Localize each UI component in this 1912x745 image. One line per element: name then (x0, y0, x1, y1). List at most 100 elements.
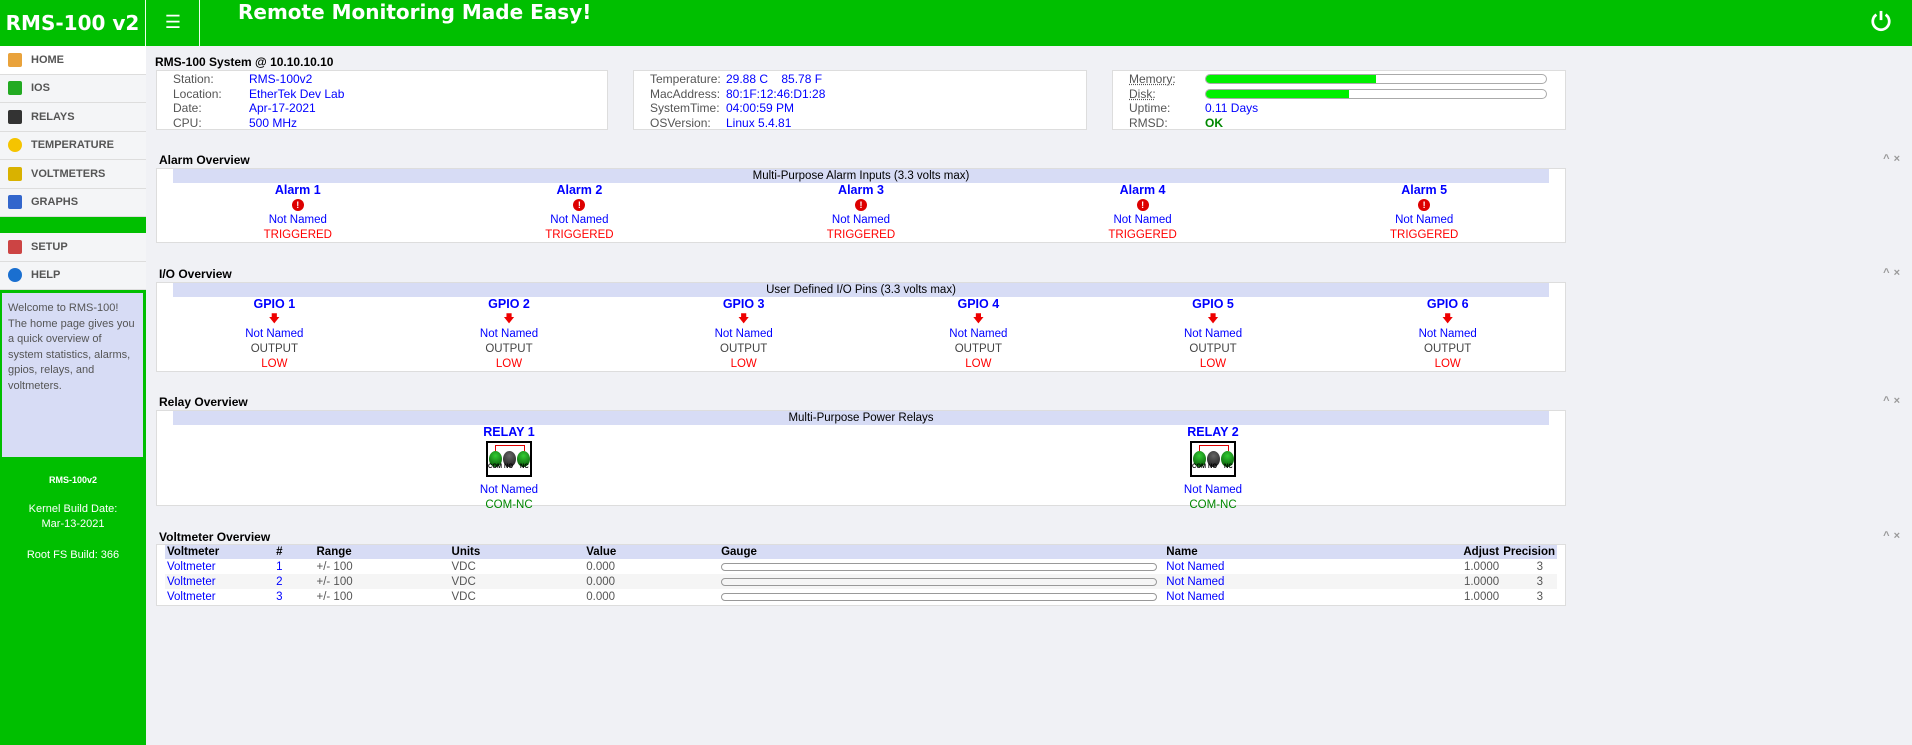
gpio-label: Not Named (479, 328, 539, 340)
voltmeter-link[interactable]: Voltmeter (167, 575, 216, 588)
welcome-text: Welcome to RMS-100! The home page gives … (0, 293, 143, 457)
alarm-name[interactable]: Alarm 2 (556, 183, 603, 197)
voltmeter-number[interactable]: 3 (276, 590, 283, 603)
sidebar-item-voltmeters[interactable]: VOLTMETERS (0, 160, 146, 189)
relay-diagram-icon: COM NO NC (1190, 441, 1236, 477)
sidebar-item-label: GRAPHS (31, 196, 79, 209)
voltmeter-panel-controls[interactable]: ^× (1883, 530, 1904, 542)
alarm-item[interactable]: Alarm 2! Not Named TRIGGERED (439, 183, 721, 243)
precision: 3 (1536, 590, 1543, 603)
gpio-item[interactable]: GPIO 2 🡇 Not Named OUTPUT LOW (392, 297, 627, 372)
relay-item[interactable]: RELAY 2 COM NO NC Not Named COM-NC (861, 425, 1565, 513)
rmsd-value: OK (1205, 115, 1223, 130)
arrows-icon (8, 81, 22, 96)
power-icon[interactable] (1870, 10, 1892, 32)
gpio-name[interactable]: GPIO 2 (488, 297, 530, 311)
gpio-name[interactable]: GPIO 6 (1426, 297, 1469, 311)
relay-name[interactable]: RELAY 1 (483, 425, 535, 439)
uptime-label: Uptime: (1129, 101, 1171, 115)
gpio-name[interactable]: GPIO 1 (253, 297, 296, 311)
voltmeter-link[interactable]: Voltmeter (167, 590, 216, 603)
alarm-triggered-icon: ! (1136, 199, 1149, 211)
sidebar-item-label: HOME (31, 53, 64, 66)
io-band: User Defined I/O Pins (3.3 volts max) (173, 283, 1549, 297)
alarm-item[interactable]: Alarm 5! Not Named TRIGGERED (1283, 183, 1565, 243)
chart-icon (8, 195, 22, 210)
io-panel-controls[interactable]: ^× (1883, 267, 1904, 279)
system-status-box: Temperature: 29.88 C 85.78 F MacAddress: 80… (633, 70, 1087, 130)
info-value: Linux 5.4.81 (726, 115, 792, 130)
gpio-label: Not Named (949, 328, 1008, 340)
gpio-item[interactable]: GPIO 4 🡇 Not Named OUTPUT LOW (861, 297, 1096, 372)
sidebar-item-relays[interactable]: RELAYS (0, 103, 146, 132)
gpio-item[interactable]: GPIO 1 🡇 Not Named OUTPUT LOW (157, 297, 392, 372)
arrow-down-icon: 🡇 (972, 313, 984, 325)
voltmeter-number[interactable]: 1 (276, 560, 283, 573)
gpio-label: Not Named (714, 328, 773, 340)
gpio-name[interactable]: GPIO 5 (1192, 297, 1234, 311)
value: 0.000 (586, 590, 616, 603)
voltmeter-table: Voltmeter # Range Units Value Gauge Name Adjust… (165, 545, 1557, 604)
alarm-name[interactable]: Alarm 3 (838, 183, 884, 197)
info-value: 29.88 C 85.78 F (726, 72, 823, 86)
relay-band: Multi-Purpose Power Relays (173, 411, 1549, 425)
gpio-item[interactable]: GPIO 6 🡇 Not Named OUTPUT LOW (1330, 297, 1565, 372)
relay-panel: Multi-Purpose Power Relays RELAY 1 COM NO N… (156, 410, 1566, 511)
gpio-state: LOW (1199, 358, 1227, 370)
alarm-state: TRIGGERED (826, 229, 896, 241)
units: VDC (451, 575, 476, 588)
sidebar: HOME IOS RELAYS TEMPERATURE VOLTMETERS GRAPHS… (0, 46, 146, 745)
relay-item[interactable]: RELAY 1 COM NO NC Not Named COM-NC (157, 425, 861, 513)
alarm-name[interactable]: Alarm 5 (1401, 183, 1448, 197)
gpio-state: LOW (965, 358, 992, 370)
alarm-panel-controls[interactable]: ^× (1883, 153, 1904, 165)
alarm-name[interactable]: Alarm 1 (274, 183, 321, 197)
alarm-item[interactable]: Alarm 4! Not Named TRIGGERED (1002, 183, 1284, 243)
sidebar-item-home[interactable]: HOME (0, 46, 146, 75)
alarm-item[interactable]: Alarm 3! Not Named TRIGGERED (720, 183, 1002, 243)
gauge (719, 589, 1164, 604)
system-title: RMS-100 System @ 10.10.10.10 (155, 55, 334, 69)
alarm-label: Not Named (550, 214, 609, 226)
gpio-name[interactable]: GPIO 3 (722, 297, 765, 311)
voltmeter-link[interactable]: Voltmeter (167, 560, 216, 573)
sidebar-item-temperature[interactable]: TEMPERATURE (0, 131, 146, 160)
voltmeter-name[interactable]: Not Named (1166, 575, 1225, 588)
alarm-name[interactable]: Alarm 4 (1119, 183, 1166, 197)
sidebar-item-label: IOS (31, 82, 50, 95)
info-label: OSVersion: (650, 115, 711, 130)
info-label: Date: (173, 101, 202, 115)
sidebar-item-setup[interactable]: SETUP (0, 233, 146, 262)
column-header: Voltmeter (165, 545, 275, 559)
rmsd-label: RMSD: (1129, 115, 1168, 130)
gpio-name[interactable]: GPIO 4 (957, 297, 1000, 311)
sidebar-item-label: HELP (31, 269, 61, 282)
sidebar-item-label: TEMPERATURE (31, 139, 114, 152)
gpio-item[interactable]: GPIO 5 🡇 Not Named OUTPUT LOW (1096, 297, 1331, 372)
app-logo[interactable]: RMS-100 v2 (0, 0, 146, 46)
house-icon (8, 52, 22, 67)
sidebar-item-graphs[interactable]: GRAPHS (0, 188, 146, 217)
sidebar-item-help[interactable]: HELP (0, 261, 146, 290)
rootfs-build: Root FS Build: 366 (26, 549, 120, 561)
voltmeter-number[interactable]: 2 (276, 575, 283, 588)
alarm-item[interactable]: Alarm 1! Not Named TRIGGERED (157, 183, 439, 243)
gauge (719, 559, 1164, 574)
sidebar-item-label: RELAYS (31, 110, 75, 123)
column-header: Adjust (1419, 545, 1502, 559)
relay-label: Not Named (1183, 484, 1243, 496)
table-row: Voltmeter 1 +/- 100 VDC 0.000 Not Named 1.0000… (165, 559, 1557, 574)
relay-panel-controls[interactable]: ^× (1883, 395, 1904, 407)
gpio-item[interactable]: GPIO 3 🡇 Not Named OUTPUT LOW (626, 297, 861, 372)
voltmeter-name[interactable]: Not Named (1166, 560, 1225, 573)
alarm-state: TRIGGERED (263, 229, 332, 241)
voltmeter-name[interactable]: Not Named (1166, 590, 1225, 603)
hamburger-icon[interactable]: ☰ (147, 0, 200, 46)
top-header: RMS-100 v2 ☰ Remote Monitoring Made Easy… (0, 0, 1912, 46)
relay-name[interactable]: RELAY 2 (1187, 425, 1239, 439)
relay-state: COM-NC (1189, 499, 1237, 511)
arrow-down-icon: 🡇 (268, 313, 280, 325)
precision: 3 (1536, 560, 1543, 573)
sidebar-item-ios[interactable]: IOS (0, 74, 146, 103)
relay-state: COM-NC (485, 499, 533, 511)
